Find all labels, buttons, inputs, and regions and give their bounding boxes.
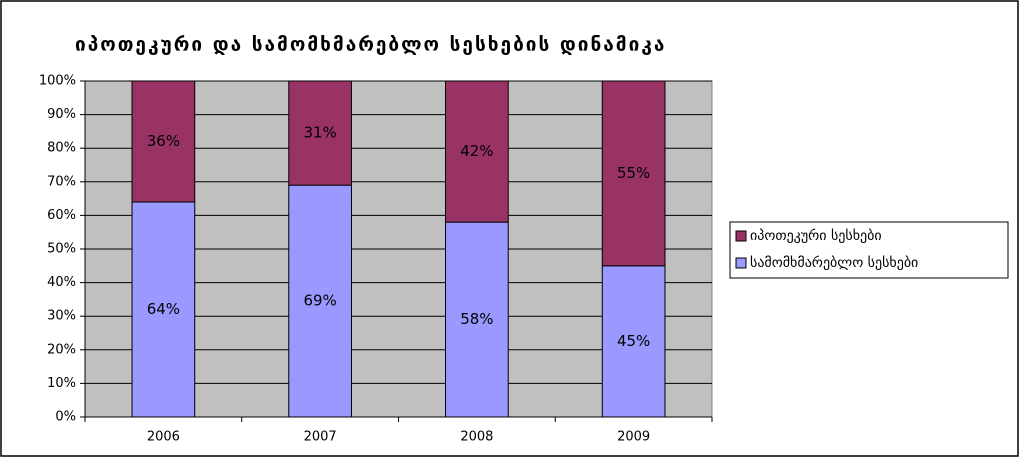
x-tick-label: 2008: [460, 430, 493, 445]
x-tick-label: 2009: [617, 430, 650, 445]
y-tick-label: 0%: [55, 410, 76, 425]
bar-segment: [288, 80, 352, 186]
data-label: 31%: [303, 124, 336, 142]
bar-segment: [131, 201, 196, 418]
legend-swatch: [735, 230, 747, 242]
data-label: 45%: [617, 332, 650, 350]
data-label: 69%: [303, 292, 336, 310]
legend-label: იპოთეკური სესხები: [750, 227, 882, 244]
y-tick-label: 80%: [47, 141, 76, 156]
y-tick-label: 70%: [47, 174, 76, 189]
bar-segment: [601, 265, 666, 418]
y-tick-label: 10%: [47, 376, 76, 391]
data-label: 42%: [460, 142, 493, 160]
data-label: 55%: [617, 164, 650, 182]
y-tick-label: 90%: [47, 107, 76, 122]
y-tick-label: 60%: [47, 208, 76, 223]
y-tick-label: 50%: [47, 242, 76, 257]
chart-title: იპოთეკური და სამომხმარებლო სესხების დინა…: [75, 34, 666, 56]
legend-label: სამომხმარებლო სესხები: [750, 254, 918, 271]
x-tick-label: 2007: [304, 430, 337, 445]
bar-segment: [445, 221, 509, 418]
y-tick-label: 100%: [39, 74, 76, 89]
y-tick-label: 20%: [47, 342, 76, 357]
data-label: 36%: [147, 132, 180, 150]
legend-swatch: [735, 257, 747, 269]
bar-segment: [445, 80, 509, 223]
y-tick-label: 40%: [47, 275, 76, 290]
data-label: 58%: [460, 310, 493, 328]
data-label: 64%: [147, 300, 180, 318]
bar-segment: [601, 80, 666, 267]
bar-segment: [131, 80, 196, 203]
bar-segment: [288, 184, 352, 418]
legend-box: [729, 221, 1009, 279]
x-tick-label: 2006: [147, 430, 180, 445]
y-tick-label: 30%: [47, 309, 76, 324]
